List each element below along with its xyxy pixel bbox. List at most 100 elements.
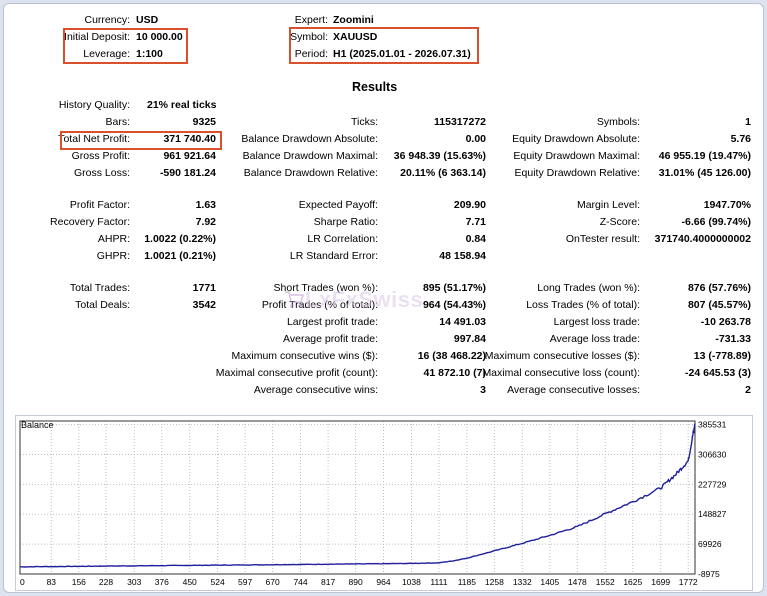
eq-dd-max-value: 46 955.19 (19.47%): [658, 150, 751, 162]
x-tick-label: 1478: [568, 577, 587, 587]
x-tick-label: 228: [99, 577, 113, 587]
deposit-label: Initial Deposit:: [64, 31, 130, 43]
bars-value: 9325: [192, 116, 216, 128]
x-tick-label: 450: [183, 577, 197, 587]
x-tick-label: 817: [321, 577, 335, 587]
x-tick-label: 1552: [596, 577, 615, 587]
bal-dd-rel-label: Balance Drawdown Relative:: [243, 167, 378, 179]
leverage-label: Leverage:: [83, 48, 130, 60]
x-tick-label: 1332: [513, 577, 532, 587]
x-tick-label: 83: [47, 577, 57, 587]
x-tick-label: 597: [238, 577, 252, 587]
largest-loss-value: -10 263.78: [700, 316, 751, 328]
expected-payoff-label: Expected Payoff:: [298, 199, 378, 211]
history-quality-value: 21% real ticks: [147, 99, 217, 111]
loss-trades-value: 807 (45.57%): [687, 299, 751, 311]
profit-trades-label: Profit Trades (% of total):: [261, 299, 378, 311]
symbol-value: XAUUSD: [333, 31, 378, 43]
x-tick-label: 1625: [623, 577, 642, 587]
ticks-value: 115317272: [434, 116, 486, 128]
lr-se-value: 48 158.94: [439, 250, 486, 262]
y-tick-label: 227729: [698, 479, 727, 489]
period-value: H1 (2025.01.01 - 2026.07.31): [333, 48, 471, 60]
eq-dd-rel-value: 31.01% (45 126.00): [658, 167, 751, 179]
x-tick-label: 303: [127, 577, 141, 587]
ontester-value: 371740.4000000002: [654, 233, 751, 245]
short-trades-value: 895 (51.17%): [422, 282, 486, 294]
avg-cons-wins-label: Average consecutive wins:: [253, 384, 378, 396]
chart-title: Balance: [21, 420, 54, 430]
balance-chart: Balance -8975 69926 148827 227729 306630 3855…: [15, 415, 753, 591]
total-trades-label: Total Trades:: [69, 282, 130, 294]
y-tick-label: 306630: [698, 449, 727, 459]
symbols-label: Symbols:: [596, 116, 640, 128]
balance-series-line: [20, 423, 696, 568]
largest-profit-value: 14 491.03: [439, 316, 486, 328]
x-tick-label: 1258: [485, 577, 504, 587]
x-tick-label: 1185: [458, 577, 477, 587]
profit-trades-value: 964 (54.43%): [422, 299, 486, 311]
x-tick-label: 1405: [540, 577, 559, 587]
deposit-value: 10 000.00: [136, 31, 183, 43]
eq-dd-abs-label: Equity Drawdown Absolute:: [512, 133, 640, 145]
total-deals-value: 3542: [192, 299, 216, 311]
leverage-value: 1:100: [136, 48, 163, 60]
recovery-factor-value: 7.92: [195, 216, 216, 228]
maximal-cons-profit-label: Maximal consecutive profit (count):: [215, 367, 378, 379]
currency-label: Currency:: [84, 14, 130, 26]
largest-profit-label: Largest profit trade:: [286, 316, 378, 328]
recovery-factor-label: Recovery Factor:: [50, 216, 130, 228]
x-tick-label: 1772: [679, 577, 698, 587]
eq-dd-max-label: Equity Drawdown Maximal:: [513, 150, 640, 162]
long-trades-label: Long Trades (won %):: [537, 282, 640, 294]
max-cons-wins-label: Maximum consecutive wins ($):: [231, 350, 378, 362]
ahpr-label: AHPR:: [97, 233, 130, 245]
eq-dd-rel-label: Equity Drawdown Relative:: [514, 167, 640, 179]
y-tick-label: -8975: [698, 569, 720, 579]
results-title: Results: [352, 80, 398, 94]
x-tick-label: 890: [349, 577, 363, 587]
maximal-cons-loss-label: Maximal consecutive loss (count):: [482, 367, 640, 379]
symbols-value: 1: [745, 116, 751, 128]
zscore-value: -6.66 (99.74%): [681, 216, 751, 228]
gross-profit-value: 961 921.64: [163, 150, 216, 162]
sharpe-label: Sharpe Ratio:: [313, 216, 378, 228]
symbol-period-highlight-box: [289, 27, 479, 64]
x-tick-label: 156: [72, 577, 86, 587]
gross-loss-value: -590 181.24: [159, 167, 216, 179]
max-cons-wins-value: 16 (38 468.22): [417, 350, 486, 362]
net-profit-value: 371 740.40: [163, 133, 216, 145]
currency-value: USD: [136, 14, 159, 26]
bal-dd-rel-value: 20.11% (6 363.14): [400, 167, 486, 179]
x-tick-label: 1111: [430, 577, 447, 587]
avg-profit-label: Average profit trade:: [283, 333, 378, 345]
largest-loss-label: Largest loss trade:: [553, 316, 640, 328]
ahpr-value: 1.0022 (0.22%): [144, 233, 216, 245]
total-deals-label: Total Deals:: [75, 299, 130, 311]
y-tick-label: 385531: [698, 420, 727, 430]
margin-level-value: 1947.70%: [703, 199, 751, 211]
avg-cons-losses-label: Average consecutive losses:: [507, 384, 640, 396]
cart-logo-icon: [285, 291, 305, 308]
ghpr-value: 1.0021 (0.21%): [144, 250, 216, 262]
bars-label: Bars:: [105, 116, 130, 128]
avg-loss-label: Average loss trade:: [549, 333, 640, 345]
avg-cons-wins-value: 3: [480, 384, 486, 396]
long-trades-value: 876 (57.76%): [687, 282, 751, 294]
max-cons-losses-value: 13 (-778.89): [693, 350, 751, 362]
lr-corr-value: 0.84: [465, 233, 486, 245]
ghpr-label: GHPR:: [96, 250, 130, 262]
maximal-cons-profit-value: 41 872.10 (7): [423, 367, 486, 379]
y-tick-label: 148827: [698, 509, 727, 519]
history-quality-label: History Quality:: [58, 99, 130, 111]
bal-dd-abs-value: 0.00: [465, 133, 486, 145]
avg-loss-value: -731.33: [715, 333, 751, 345]
avg-profit-value: 997.84: [453, 333, 486, 345]
x-tick-label: 964: [376, 577, 390, 587]
period-label: Period:: [294, 48, 328, 60]
expert-label: Expert:: [294, 14, 328, 26]
ontester-label: OnTester result:: [565, 233, 640, 245]
maximal-cons-loss-value: -24 645.53 (3): [685, 367, 751, 379]
zscore-label: Z-Score:: [599, 216, 640, 228]
avg-cons-losses-value: 2: [745, 384, 751, 396]
